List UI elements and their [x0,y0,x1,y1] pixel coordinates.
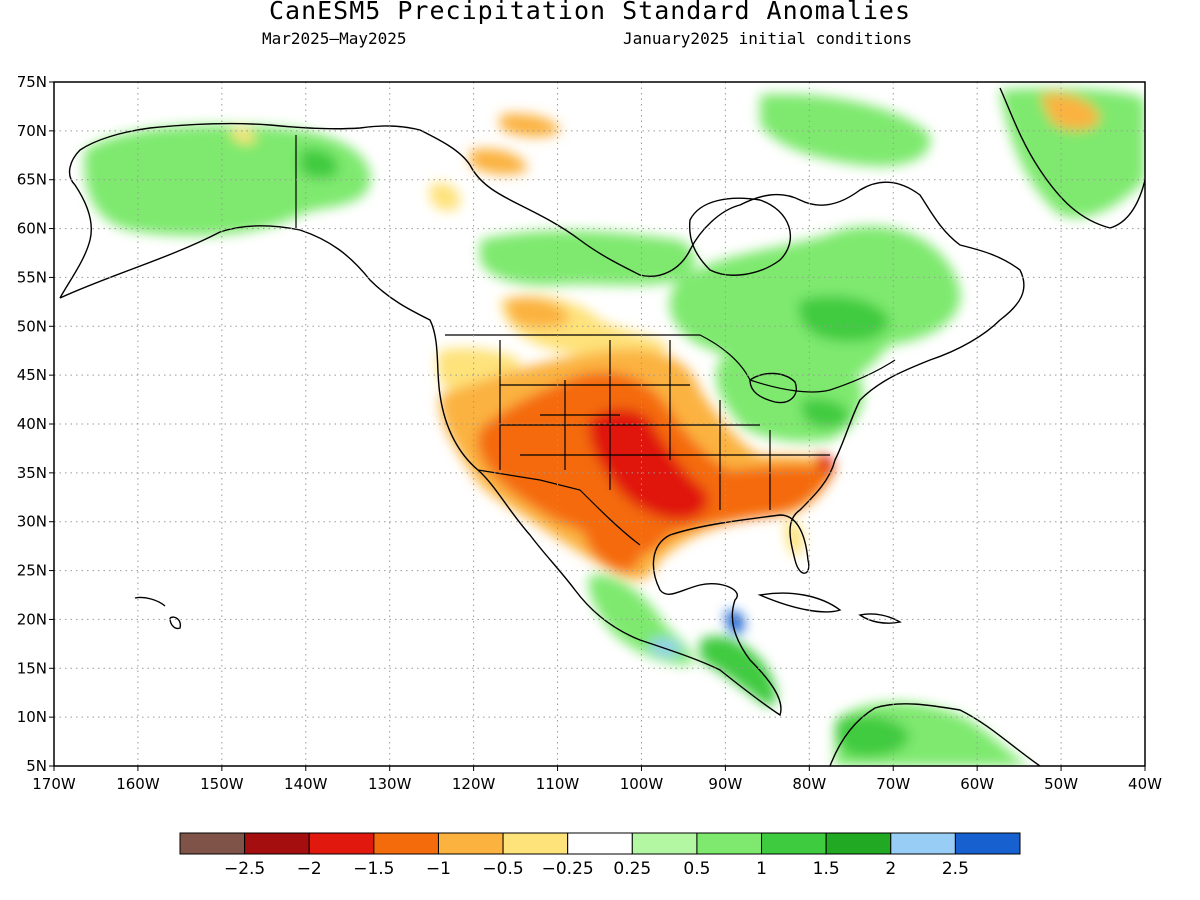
lon-tick-label: 60W [960,775,994,793]
colorbar-swatch [696,832,763,855]
colorbar-swatch [179,832,246,855]
anomaly-area-gulf-coast [584,525,640,572]
colorbar-swatch [954,832,1021,855]
colorbar-label: 1 [756,859,767,879]
coastline-hudson-bay [688,197,791,276]
colorbar [179,832,1021,855]
anomaly-shading [84,88,1145,766]
lat-tick-label: 50N [17,317,47,335]
colorbar-swatch [631,832,698,855]
coastline-hawaii [134,596,182,630]
lat-tick-label: 45N [17,366,47,384]
anomaly-area-yukon-dry [430,182,461,211]
anomaly-area-central-america [700,636,777,706]
lat-tick-label: 35N [17,464,47,482]
political-borders [295,135,896,546]
colorbar-labels: −2.5 −2 −1.5 −1 −0.5 −0.25 0.25 0.5 1 1.5 2 2.5 [224,859,969,879]
colorbar-swatch [502,832,569,855]
lon-tick-label: 140W [284,775,328,793]
lat-tick-label: 15N [17,659,47,677]
coastline-cuba [757,592,842,613]
lon-tick-label: 50W [1044,775,1078,793]
map-title: CanESM5 Precipitation Standard Anomalies [268,0,912,25]
lat-tick-label: 40N [17,415,47,433]
colorbar-swatch [825,832,892,855]
anomaly-area-southern-plains [589,408,709,520]
lat-tick-label: 70N [17,122,47,140]
coastline-great-lakes [749,372,797,404]
lon-tick-label: 120W [452,775,496,793]
coastline-hispaniola [858,613,902,624]
colorbar-label: −2 [297,859,322,879]
anomaly-area-southeast-us-core [815,454,834,474]
initial-conditions: January2025 initial conditions [623,29,912,48]
lon-tick-label: 160W [116,775,160,793]
lon-tick-label: 100W [620,775,664,793]
colorbar-label: 2 [885,859,896,879]
anomaly-area-florida [785,519,804,556]
colorbar-label: −2.5 [224,859,265,879]
anomaly-area-northern-canada [480,230,695,286]
anomaly-area-baffin-dry [470,148,528,175]
coastline-greenland [999,87,1145,229]
colorbar-swatch [761,832,827,855]
lat-tick-label: 60N [17,220,47,238]
anomaly-area-arctic-dry [500,113,560,137]
lon-tick-label: 70W [876,775,910,793]
border-us-canada [445,334,896,393]
colorbar-swatch [373,832,439,855]
lon-tick-label: 40W [1128,775,1162,793]
lat-tick-label: 75N [17,73,47,91]
lon-tick-label: 130W [368,775,412,793]
lon-tick-label: 110W [536,775,580,793]
colorbar-label: −1.5 [353,859,394,879]
border-us-states-horizontal [500,384,830,456]
colorbar-label: 1.5 [813,859,840,879]
lat-tick-label: 20N [17,610,47,628]
border-us-mexico [477,469,641,546]
anomaly-area-yucatan-wet [725,611,745,634]
lat-tick-label: 5N [26,757,47,775]
anomaly-area-ohio-valley [800,398,850,428]
lat-tick-label: 65N [17,171,47,189]
lon-tick-label: 170W [32,775,76,793]
anomaly-area-greenland-dry [1040,93,1100,131]
colorbar-label: 0.5 [683,859,710,879]
colorbar-swatch [244,832,310,855]
colorbar-label: 0.25 [613,859,651,879]
latitude-axis: 75N 70N 65N 60N 55N 50N 45N 40N 35N 30N 25N 20N 15N 1… [17,73,54,775]
coastlines [59,87,1145,766]
gridlines [54,82,1145,766]
lon-tick-label: 80W [792,775,826,793]
colorbar-swatch [437,832,504,855]
anomaly-area-alaska-core [300,148,339,179]
coastline-south-america [829,703,1041,766]
border-us-states-vertical [499,340,771,510]
lon-tick-label: 150W [200,775,244,793]
colorbar-label: −0.5 [482,859,523,879]
colorbar-label: −0.25 [542,859,594,879]
colorbar-swatch [567,832,633,855]
anomaly-area-alaska [84,125,371,236]
coastline-north-america [59,122,1025,717]
anomaly-area-eastern-canada-core [798,296,890,342]
lat-tick-label: 30N [17,513,47,531]
lat-tick-label: 10N [17,708,47,726]
colorbar-label: 2.5 [942,859,969,879]
colorbar-label: −1 [426,859,451,879]
lat-tick-label: 55N [17,268,47,286]
lat-tick-label: 25N [17,562,47,580]
colorbar-swatch [308,832,375,855]
lon-tick-label: 90W [708,775,742,793]
forecast-period: Mar2025—May2025 [262,29,407,48]
anomaly-area-prairies-core [505,297,570,329]
anomaly-area-arctic-islands [760,94,931,167]
anomaly-area-brooks-dry [230,128,256,144]
anomaly-area-greenland [1000,88,1145,218]
longitude-axis: 170W 160W 150W 140W 130W 120W 110W 100W 90W 80W 70… [32,766,1162,793]
colorbar-swatch [890,832,956,855]
